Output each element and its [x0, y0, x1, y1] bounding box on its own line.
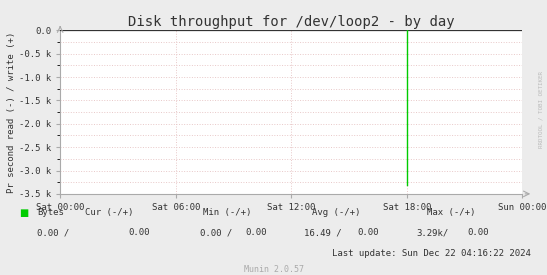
Text: 0.00: 0.00 [245, 228, 267, 237]
Text: Last update: Sun Dec 22 04:16:22 2024: Last update: Sun Dec 22 04:16:22 2024 [331, 249, 531, 258]
Text: Min (-/+): Min (-/+) [203, 208, 251, 217]
Text: RRDTOOL / TOBI OETIKER: RRDTOOL / TOBI OETIKER [538, 72, 543, 148]
Text: 0.00: 0.00 [468, 228, 490, 237]
Title: Disk throughput for /dev/loop2 - by day: Disk throughput for /dev/loop2 - by day [128, 15, 455, 29]
Text: 0.00: 0.00 [357, 228, 379, 237]
Text: Cur (-/+): Cur (-/+) [85, 208, 133, 217]
Text: 0.00 /: 0.00 / [37, 228, 69, 237]
Text: Avg (-/+): Avg (-/+) [312, 208, 360, 217]
Text: Bytes: Bytes [37, 208, 64, 217]
Text: 0.00: 0.00 [129, 228, 150, 237]
Text: 16.49 /: 16.49 / [304, 228, 341, 237]
Text: Munin 2.0.57: Munin 2.0.57 [243, 265, 304, 274]
Text: 3.29k/: 3.29k/ [417, 228, 449, 237]
Y-axis label: Pr second read (-) / write (+): Pr second read (-) / write (+) [7, 31, 16, 193]
Text: 0.00 /: 0.00 / [200, 228, 232, 237]
Text: Max (-/+): Max (-/+) [427, 208, 475, 217]
Text: ■: ■ [19, 208, 28, 218]
